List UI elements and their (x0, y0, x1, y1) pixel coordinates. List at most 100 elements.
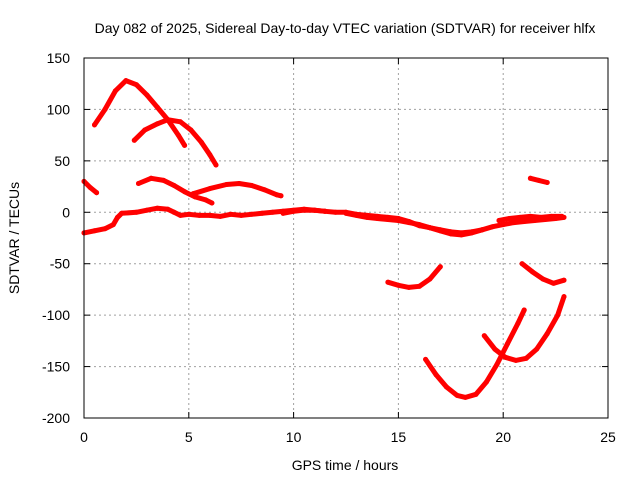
data-point (144, 207, 150, 213)
data-point (136, 181, 141, 186)
data-point (94, 190, 100, 196)
data-point (203, 197, 209, 203)
data-point (521, 307, 527, 313)
x-tick-label: 10 (286, 429, 302, 445)
data-point (473, 391, 479, 397)
data-point (207, 186, 213, 192)
data-point (540, 276, 546, 282)
data-point (217, 213, 223, 219)
x-tick-label: 15 (391, 429, 407, 445)
data-point (207, 212, 213, 218)
data-point (196, 212, 202, 218)
data-point (110, 222, 116, 228)
data-point (165, 206, 171, 212)
data-point (190, 191, 196, 197)
data-point (504, 341, 510, 347)
data-point (161, 177, 167, 183)
data-point (437, 264, 443, 270)
data-point (515, 320, 521, 326)
data-point (513, 357, 519, 363)
data-point (416, 283, 422, 289)
data-point (213, 162, 219, 168)
trace-arc-10 (385, 264, 443, 290)
data-point (433, 372, 439, 378)
data-point (427, 276, 433, 282)
data-point (354, 212, 359, 218)
data-point (175, 132, 181, 138)
data-point (270, 209, 276, 215)
data-point (249, 183, 255, 188)
data-point (228, 211, 234, 217)
data-point (322, 208, 328, 214)
data-point (259, 210, 265, 216)
data-point (274, 192, 280, 198)
data-point (555, 312, 561, 318)
trace-arc-1 (92, 78, 188, 148)
data-point (133, 82, 139, 88)
data-point (312, 207, 318, 213)
data-point (102, 106, 108, 112)
x-axis-label: GPS time / hours (292, 457, 399, 473)
data-point (454, 392, 460, 398)
data-point (444, 384, 450, 390)
data-point (364, 214, 370, 220)
data-point (521, 219, 527, 224)
data-point (92, 228, 97, 234)
data-point (171, 183, 177, 188)
data-point (249, 211, 255, 217)
data-point (538, 214, 544, 220)
data-point (536, 177, 542, 183)
data-point (548, 213, 554, 219)
trace-arc-4 (190, 181, 284, 199)
x-tick-label: 25 (600, 429, 616, 445)
data-point (517, 214, 523, 220)
data-point (333, 209, 338, 215)
data-point (490, 224, 496, 230)
x-tick-label: 5 (185, 429, 193, 445)
data-point (238, 212, 244, 218)
data-point (416, 222, 422, 228)
data-point (374, 216, 380, 221)
data-point (448, 231, 454, 237)
chart-title: Day 082 of 2025, Sidereal Day-to-day VTE… (95, 20, 596, 36)
data-point (385, 279, 391, 285)
data-point (131, 137, 137, 143)
data-point (112, 88, 118, 94)
data-point (463, 394, 468, 400)
data-point (87, 185, 93, 191)
data-point (123, 78, 129, 84)
data-point (559, 213, 565, 219)
data-point (530, 269, 535, 275)
data-point (395, 218, 401, 223)
data-point (171, 209, 177, 215)
data-point (148, 175, 154, 181)
data-point (188, 127, 194, 133)
data-point (511, 220, 517, 226)
data-point (154, 205, 160, 211)
data-point (527, 213, 533, 219)
data-point (142, 127, 148, 133)
data-point (261, 187, 267, 193)
data-point (507, 216, 512, 221)
data-point (186, 211, 192, 217)
data-point (437, 228, 443, 234)
y-tick-label: -150 (42, 359, 70, 375)
data-point (458, 232, 464, 238)
data-point (115, 214, 120, 220)
data-point (280, 210, 286, 216)
data-point (519, 261, 525, 267)
y-tick-label: 150 (47, 50, 71, 66)
data-point (500, 222, 506, 228)
data-point (133, 209, 139, 215)
y-tick-label: -50 (50, 256, 70, 272)
data-point (561, 277, 567, 283)
data-point (343, 210, 349, 216)
data-point (119, 210, 125, 216)
data-point (209, 200, 215, 206)
data-point (154, 121, 160, 127)
data-point (278, 193, 284, 199)
data-point (207, 152, 213, 158)
data-point (291, 208, 297, 214)
data-point (561, 294, 567, 300)
data-point (385, 217, 391, 222)
